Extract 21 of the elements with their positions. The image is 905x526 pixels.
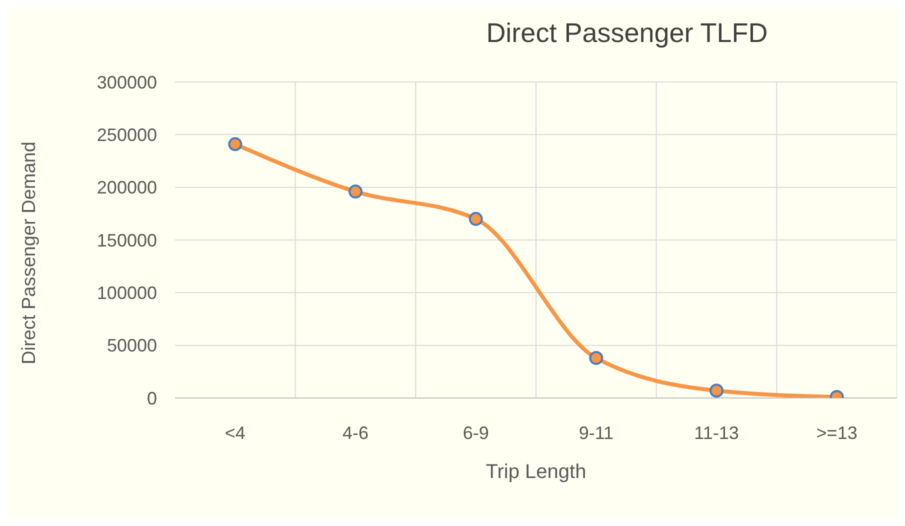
x-tick-label: 11-13 [694,422,739,443]
y-tick-label: 0 [146,388,157,408]
point [589,350,604,365]
point [468,212,483,226]
y-tick-label: 50000 [106,336,157,356]
y-tick-label: 250000 [96,125,157,146]
y-tick-label: 150000 [96,230,157,250]
x-tick-label: 4-6 [342,422,369,443]
x-axis-title: Trip Length [486,461,586,483]
point [348,184,362,199]
x-tick-label: >=13 [816,422,858,443]
y-tick-label: 200000 [96,178,157,198]
x-tick-label: 9-11 [578,422,614,443]
y-tick-label: 100000 [96,283,157,304]
point [228,137,242,152]
y-tick-label: 300000 [96,72,157,92]
x-tick-label: 6-9 [462,422,489,443]
y-axis-title: Direct Passenger Demand [19,142,41,364]
x-tick-label: <4 [224,422,246,443]
chart-title: Direct Passenger TLFD [485,18,769,49]
point [710,384,724,398]
